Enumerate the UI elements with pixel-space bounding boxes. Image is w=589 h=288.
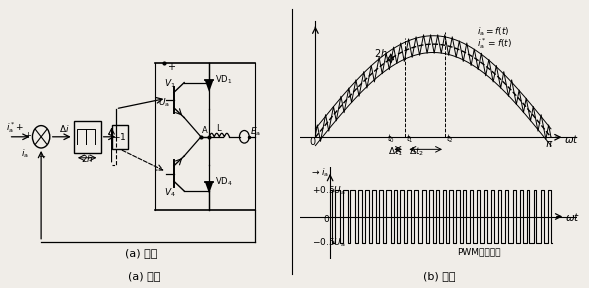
Text: $\Delta t_1$: $\Delta t_1$: [388, 145, 403, 158]
Text: PWM电压波形: PWM电压波形: [458, 247, 501, 256]
Text: (b) 波形: (b) 波形: [422, 271, 455, 281]
Text: 0: 0: [309, 137, 316, 147]
Text: $i_{\rm a}=f(t)$: $i_{\rm a}=f(t)$: [477, 26, 509, 38]
Text: VD$_1$: VD$_1$: [215, 74, 233, 86]
Text: $+0.5U_{\rm a}$: $+0.5U_{\rm a}$: [312, 184, 346, 197]
Text: +: +: [24, 130, 31, 140]
Text: $2h$: $2h$: [81, 153, 94, 164]
Text: $\omega t$: $\omega t$: [565, 211, 580, 223]
Text: $E_{\rm a}$: $E_{\rm a}$: [250, 125, 262, 137]
Text: $\rightarrow i_{\rm a}$: $\rightarrow i_{\rm a}$: [310, 167, 329, 179]
Bar: [74, 121, 101, 153]
Text: $\pi$: $\pi$: [545, 139, 553, 149]
Bar: [111, 125, 128, 149]
Text: $-$: $-$: [38, 150, 46, 159]
Text: $i_{\rm a}^*=f(t)$: $i_{\rm a}^*=f(t)$: [477, 37, 512, 51]
Text: $V_1$: $V_1$: [164, 78, 176, 90]
Text: A: A: [203, 126, 208, 134]
Text: $i_{\rm a}$: $i_{\rm a}$: [21, 147, 29, 160]
Text: $2h$: $2h$: [374, 47, 388, 59]
Polygon shape: [205, 80, 213, 92]
Text: $\Delta i$: $\Delta i$: [59, 123, 70, 134]
Text: 0: 0: [324, 215, 329, 224]
Text: (a) 电路: (a) 电路: [125, 249, 157, 258]
Polygon shape: [205, 181, 213, 194]
Text: $i_{\rm a}^*$+: $i_{\rm a}^*$+: [6, 120, 24, 135]
Text: $-1$: $-1$: [112, 131, 127, 142]
Text: $V_4$: $V_4$: [164, 186, 176, 199]
Text: $t_1$: $t_1$: [406, 133, 413, 145]
Text: +: +: [167, 62, 175, 72]
Text: L: L: [216, 124, 220, 132]
Text: $t_0$: $t_0$: [387, 133, 395, 145]
Text: $t_2$: $t_2$: [446, 133, 454, 145]
Text: $-0.5U_{\rm a}$: $-0.5U_{\rm a}$: [312, 236, 346, 249]
Text: $U_{\rm a}$: $U_{\rm a}$: [158, 96, 170, 109]
Text: VD$_4$: VD$_4$: [215, 175, 233, 187]
Text: $\omega t$: $\omega t$: [564, 133, 580, 145]
Text: $\Delta t_2$: $\Delta t_2$: [409, 145, 423, 158]
Text: (a) 电路: (a) 电路: [128, 271, 160, 281]
